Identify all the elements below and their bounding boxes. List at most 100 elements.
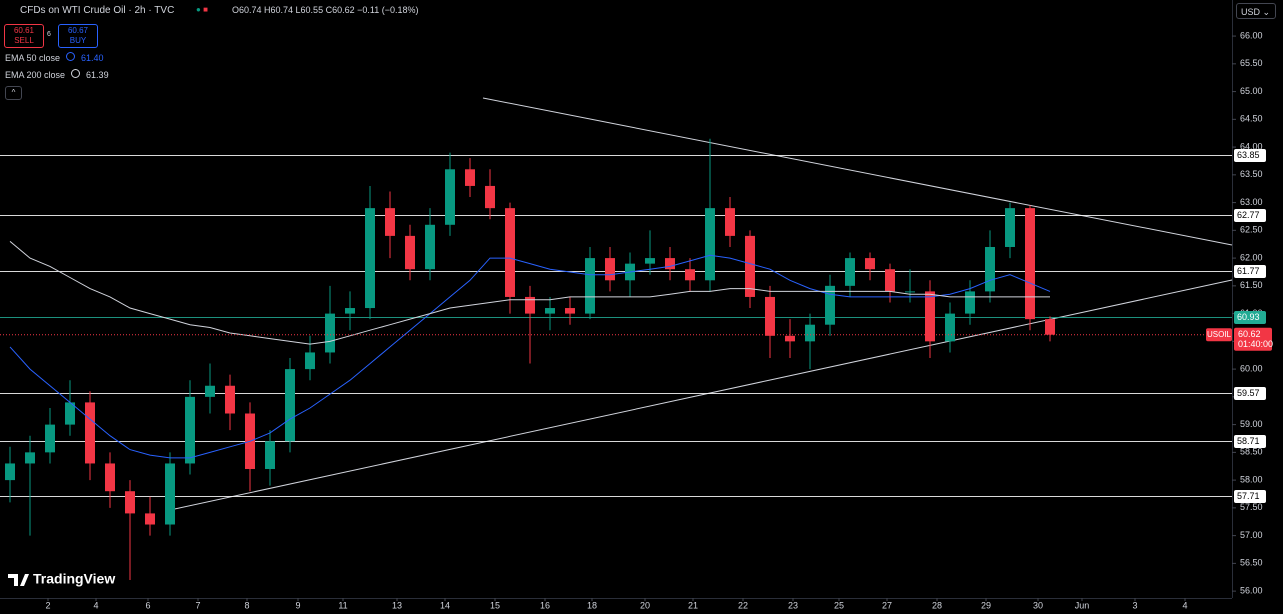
candle-body xyxy=(1025,208,1035,320)
legend-item: EMA 200 close 61.39 xyxy=(5,69,109,80)
candle-body xyxy=(225,385,235,414)
buy-button[interactable]: 60.67 BUY xyxy=(58,24,98,48)
candle-body xyxy=(65,402,75,425)
x-tick-label: 11 xyxy=(338,600,347,610)
candle-body xyxy=(5,463,15,481)
candle-body xyxy=(25,452,35,464)
sell-price: 60.61 xyxy=(13,26,35,35)
countdown: 01:40:00 xyxy=(1238,339,1273,349)
legend-name: EMA 50 close xyxy=(5,53,61,63)
symbol-title: CFDs on WTI Crude Oil · 2h · TVC xyxy=(20,5,175,16)
ohlc: O60.74 H60.74 L60.55 C60.62 −0.11 (−0.18… xyxy=(232,5,419,15)
logo: TradingView xyxy=(8,571,115,587)
currency-select[interactable]: USD ⌄ xyxy=(1236,3,1276,19)
ema-line xyxy=(9,254,1051,459)
sell-button[interactable]: 60.61 SELL xyxy=(4,24,44,48)
sell-label: SELL xyxy=(14,36,34,45)
candle-body xyxy=(405,235,415,270)
candle-body xyxy=(85,402,95,464)
level-label-box xyxy=(1234,387,1266,400)
x-tick-label: 28 xyxy=(932,600,942,610)
y-tick-label: 64.00 xyxy=(1240,141,1263,151)
level-label: 57.71 xyxy=(1237,491,1260,501)
candle-body xyxy=(265,441,275,470)
candle-body xyxy=(305,352,315,370)
y-tick-label: 63.50 xyxy=(1240,169,1263,179)
level-label-box xyxy=(1234,490,1266,503)
candle-body xyxy=(105,463,115,492)
x-tick-label: 22 xyxy=(738,600,748,610)
level-label: 59.57 xyxy=(1237,388,1260,398)
candle-body xyxy=(765,296,775,336)
x-tick-label: 7 xyxy=(195,600,200,610)
y-tick-label: 57.00 xyxy=(1240,530,1263,540)
candle-body xyxy=(525,296,535,314)
x-tick-label: 18 xyxy=(587,600,597,610)
y-tick-label: 63.00 xyxy=(1240,197,1263,207)
last-price-name-box xyxy=(1206,328,1232,342)
candle-body xyxy=(745,235,755,297)
y-tick-label: 61.50 xyxy=(1240,280,1263,290)
level-label: 62.77 xyxy=(1237,210,1260,220)
x-tick-label: 8 xyxy=(244,600,249,610)
y-tick-label: 56.00 xyxy=(1240,585,1263,595)
legend-item: EMA 50 close 61.40 xyxy=(5,52,104,63)
last-price-box xyxy=(1234,327,1272,351)
level-label: 60.93 xyxy=(1237,312,1260,322)
candle-body xyxy=(605,258,615,281)
level-label-box xyxy=(1234,265,1266,278)
collapse-button[interactable]: ^ xyxy=(5,86,22,100)
currency: USD xyxy=(1241,7,1261,17)
candle-body xyxy=(185,396,195,464)
candle-body xyxy=(725,208,735,236)
y-tick-label: 58.50 xyxy=(1240,447,1263,457)
legend-name: EMA 200 close xyxy=(5,70,66,80)
level-label-box xyxy=(1234,209,1266,222)
candle-body xyxy=(925,291,935,342)
candle-body xyxy=(845,258,855,286)
candle-body xyxy=(785,335,795,342)
spread: 6 xyxy=(47,31,51,38)
trendline xyxy=(482,97,1233,246)
candle-body xyxy=(645,258,655,264)
candle-body xyxy=(585,258,595,314)
x-tick-label: 20 xyxy=(640,600,650,610)
candle-body xyxy=(805,324,815,342)
candle-body xyxy=(385,208,395,236)
buy-label: BUY xyxy=(69,36,87,45)
x-tick-label: Jun xyxy=(1075,600,1090,610)
x-tick-label: 4 xyxy=(1182,600,1187,610)
x-tick-label: 14 xyxy=(440,600,450,610)
trendline xyxy=(169,279,1233,511)
candle-body xyxy=(1005,208,1015,247)
candle-body xyxy=(565,308,575,314)
candle-body xyxy=(545,308,555,314)
candle-body xyxy=(665,258,675,270)
x-tick-label: 21 xyxy=(688,600,698,610)
buy-price: 60.67 xyxy=(67,26,89,35)
level-label-box xyxy=(1234,311,1266,324)
x-tick-label: 6 xyxy=(145,600,150,610)
level-label: 58.71 xyxy=(1237,436,1260,446)
logo-text: TradingView xyxy=(33,571,115,587)
candle-body xyxy=(465,169,475,186)
level-label-box xyxy=(1234,149,1266,162)
legend-swatch xyxy=(66,52,76,61)
candle-body xyxy=(825,285,835,325)
x-tick-label: 25 xyxy=(834,600,844,610)
level-label: 61.77 xyxy=(1237,266,1260,276)
candle-body xyxy=(45,424,55,453)
candle-body xyxy=(705,208,715,281)
candle-body xyxy=(425,224,435,270)
candle-body xyxy=(685,269,695,281)
legend-swatch xyxy=(71,69,81,78)
candle-body xyxy=(865,258,875,270)
y-tick-label: 58.00 xyxy=(1240,474,1263,484)
candle-body xyxy=(145,513,155,525)
x-tick-label: 2 xyxy=(45,600,50,610)
candle-body xyxy=(905,291,915,293)
x-tick-label: 16 xyxy=(540,600,550,610)
x-tick-label: 3 xyxy=(1132,600,1137,610)
